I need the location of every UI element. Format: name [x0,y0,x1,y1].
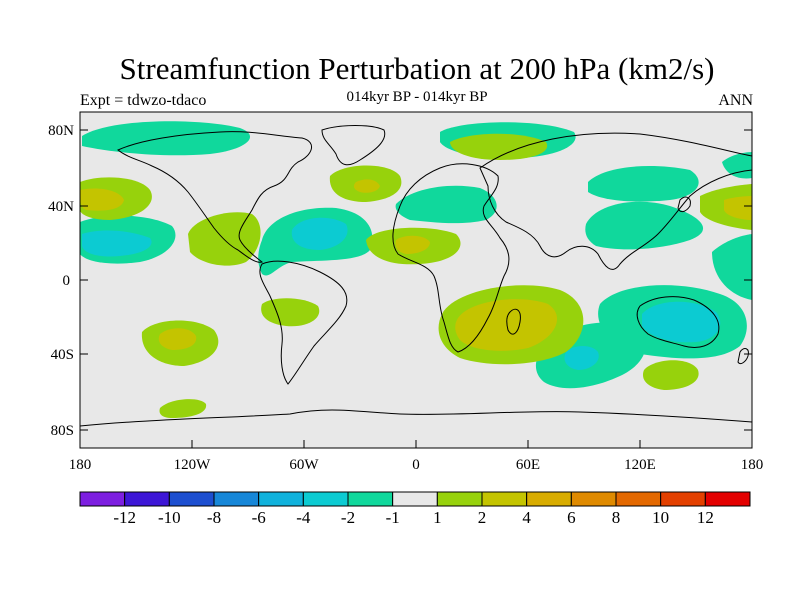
colorbar-box [615,491,662,507]
colorbar-label: 6 [567,508,576,527]
lon-tick-marks [79,440,753,448]
lon-label-0: 0 [412,457,420,473]
lon-label-180-left: 180 [69,457,92,473]
contour-arctic-asia-pos [450,133,548,160]
colorbar-label: 10 [652,508,669,527]
colorbar-label: -12 [113,508,136,527]
colorbar-label: -2 [341,508,355,527]
north-america-outline [117,131,312,263]
contour-far-west-pacific-pos2 [724,196,752,220]
colorbar-label: 4 [522,508,531,527]
season-label: ANN [718,92,753,109]
south-america-outline [259,260,348,385]
contour-far-east-neg [722,152,752,179]
contour-field [80,112,752,448]
colorbar-label: -8 [207,508,221,527]
colorbar-label: -1 [386,508,400,527]
land-outline [80,125,752,427]
colorbar-box [79,491,126,507]
negative-2-contour-regions [82,217,721,370]
japan-outline [677,196,691,213]
lon-label-60e: 60E [516,457,540,473]
contour-asia-north-neg [588,166,699,202]
lon-label-120e: 120E [624,457,656,473]
contour-south-indian-neg2 [564,346,599,370]
contour-west-pacific-neg [712,234,752,300]
colorbar-box [392,491,438,507]
colorbar-label: -6 [252,508,266,527]
contour-north-pacific-neg2 [82,230,152,257]
colorbar-label: 8 [612,508,621,527]
contour-n-atlantic-north [82,121,251,156]
colorbar [79,491,751,507]
lon-label-60w: 60W [289,457,319,473]
plot-subtitle: 014kyr BP - 014kyr BP [346,89,488,105]
zero-contour-background [80,112,752,448]
colorbar-box [124,491,170,507]
colorbar-box [526,491,572,507]
asia-outline [479,132,752,270]
contour-africa-pos2 [395,235,430,254]
colorbar-box [168,491,215,507]
colorbar-label: 1 [433,508,442,527]
lat-label-40s: 40S [51,347,74,363]
colorbar-box [660,491,706,507]
colorbar-box [347,491,394,507]
madagascar-outline [506,308,521,335]
experiment-label: Expt = tdwzo-tdaco [80,92,207,109]
lon-label-120w: 120W [174,457,212,473]
colorbar-label: 2 [478,508,487,527]
colorbar-label: -10 [158,508,181,527]
new-zealand-outline [737,348,749,365]
colorbar-label: -4 [296,508,311,527]
contour-north-atlantic-pos2 [353,179,380,193]
plot-title: Streamfunction Perturbation at 200 hPa (… [119,51,715,86]
lat-label-0: 0 [63,273,71,289]
colorbar-box [258,491,304,507]
colorbar-box [570,491,617,507]
contour-south-america-pos [261,298,320,327]
positive-2-contour-regions [80,179,752,351]
colorbar-label: 12 [697,508,714,527]
australia-outline [636,296,720,348]
europe-africa-outline [392,163,510,353]
contour-far-south-pacific-pos [159,399,207,418]
lat-label-40n: 40N [48,199,74,215]
contour-mediterranean-neg [395,185,497,224]
colorbar-box [436,491,483,507]
lat-label-80s: 80S [51,423,74,439]
contour-australia-neg2 [642,301,721,343]
contour-pacific-north-neg [585,201,704,250]
antarctica-outline [80,409,752,427]
colorbar-labels: -12 -10 -8 -6 -4 -2 -1 1 2 4 6 8 10 12 [113,508,714,527]
lon-label-180-right: 180 [741,457,764,473]
contour-south-pacific-pos2 [158,328,197,350]
colorbar-box [704,491,751,507]
contour-east-pacific-pos2 [80,188,124,211]
colorbar-box [481,491,528,507]
lon-tick-labels: 180 120W 60W 0 60E 120E 180 [69,457,764,473]
lat-label-80n: 80N [48,123,74,139]
colorbar-box [302,491,349,507]
contour-southern-africa-pos2 [455,299,558,351]
contour-south-ocean-pos [642,360,699,390]
lat-tick-labels: 80N 40N 0 40S 80S [48,123,74,439]
contour-atlantic-neg2 [291,217,348,250]
lat-tick-marks [80,129,752,431]
greenland-outline [321,125,386,166]
colorbar-box [213,491,260,507]
